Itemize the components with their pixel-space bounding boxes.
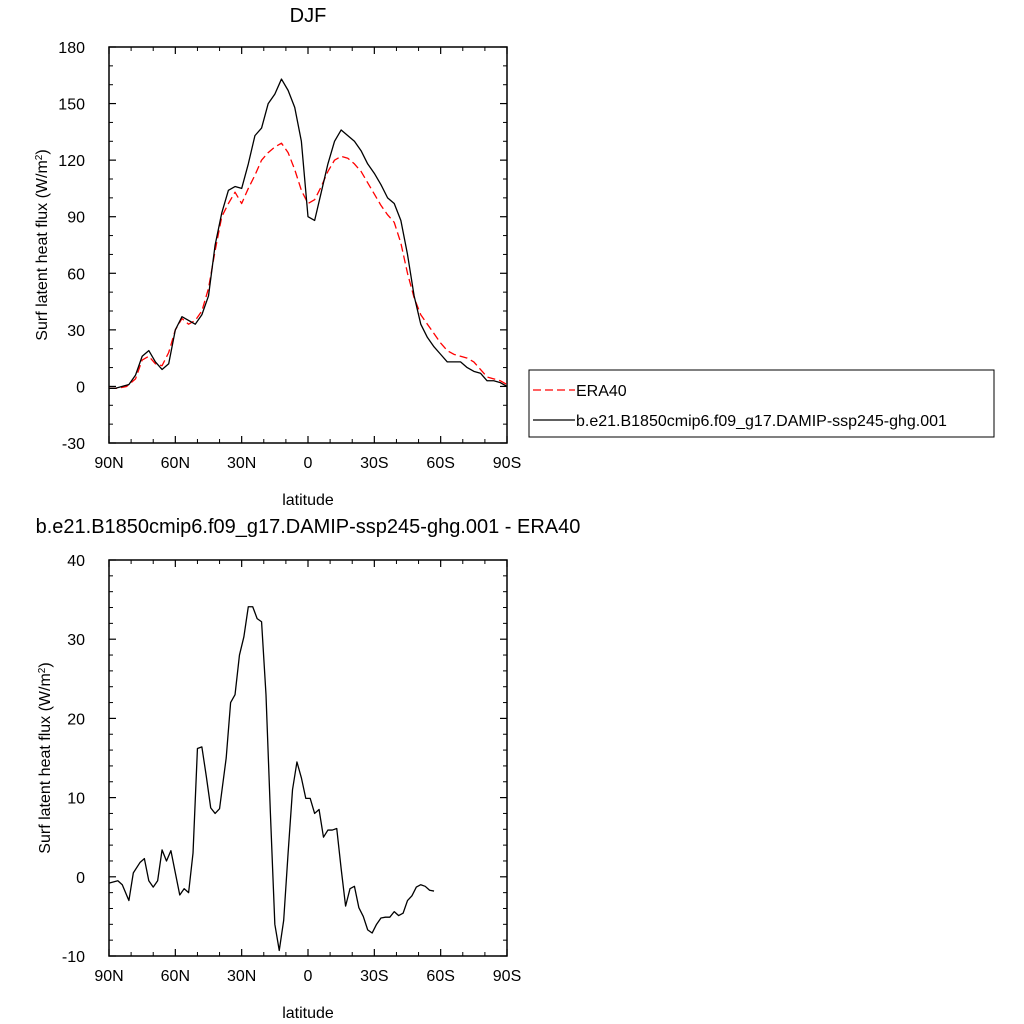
tick-marks xyxy=(108,559,508,957)
plot-frame xyxy=(108,559,508,957)
y-tick-label: -30 xyxy=(62,436,85,453)
x-tick-label: 60N xyxy=(161,968,190,985)
y-tick-label: 180 xyxy=(58,40,85,57)
series-lines xyxy=(109,78,508,389)
x-axis-label: latitude xyxy=(282,1005,334,1022)
x-tick-label: 60S xyxy=(426,968,454,985)
legend-box xyxy=(528,369,995,438)
y-tick-label: 30 xyxy=(67,632,85,649)
y-tick-label: 90 xyxy=(67,210,85,227)
y-tick-label: 0 xyxy=(76,870,85,887)
x-tick-label: 30S xyxy=(360,968,388,985)
y-axis-label: Surf latent heat flux (W/m2) xyxy=(37,662,55,853)
x-tick-label: 60S xyxy=(426,455,454,472)
y-tick-label: 0 xyxy=(76,379,85,396)
y-tick-label: 10 xyxy=(67,791,85,808)
x-axis-label: latitude xyxy=(282,492,334,509)
bottom-panel: b.e21.B1850cmip6.f09_g17.DAMIP-ssp245-gh… xyxy=(36,516,581,1022)
series-lines xyxy=(108,606,435,952)
y-tick-label: 120 xyxy=(58,153,85,170)
x-tick-label: 0 xyxy=(304,968,313,985)
plot-frame xyxy=(108,46,508,444)
y-axis-label-main: Surf latent heat flux (W/m xyxy=(37,673,54,854)
y-axis-label-tail: ) xyxy=(34,149,51,154)
x-tick-label: 0 xyxy=(304,455,313,472)
y-tick-label: 60 xyxy=(67,266,85,283)
chart-title: DJF xyxy=(290,5,327,27)
y-tick-labels: -10 0 10 20 30 40 xyxy=(62,553,85,966)
y-tick-label: -10 xyxy=(62,949,85,966)
y-axis-label-tail: ) xyxy=(37,662,54,667)
y-tick-labels: -30 0 30 60 90 120 150 180 xyxy=(58,40,85,453)
x-tick-label: 90N xyxy=(94,455,123,472)
y-axis-label: Surf latent heat flux (W/m2) xyxy=(34,149,52,340)
x-tick-label: 60N xyxy=(161,455,190,472)
y-tick-label: 40 xyxy=(67,553,85,570)
y-axis-label-sup: 2 xyxy=(37,667,48,673)
x-tick-label: 90S xyxy=(493,968,521,985)
y-axis-label-sup: 2 xyxy=(34,154,45,160)
y-tick-label: 150 xyxy=(58,97,85,114)
legend-label-era40: ERA40 xyxy=(576,383,627,400)
series-line-era40 xyxy=(109,142,508,389)
y-axis-label-main: Surf latent heat flux (W/m xyxy=(34,160,51,341)
x-tick-label: 90N xyxy=(94,968,123,985)
series-line-difference xyxy=(108,606,435,952)
legend: ERA40 b.e21.B1850cmip6.f09_g17.DAMIP-ssp… xyxy=(528,369,995,438)
x-tick-label: 30N xyxy=(227,455,256,472)
x-tick-labels: 90N 60N 30N 0 30S 60S 90S xyxy=(94,968,521,985)
series-line-model xyxy=(109,78,508,389)
x-tick-labels: 90N 60N 30N 0 30S 60S 90S xyxy=(94,455,521,472)
x-tick-label: 30N xyxy=(227,968,256,985)
tick-marks xyxy=(108,46,508,444)
difference-chart-title: b.e21.B1850cmip6.f09_g17.DAMIP-ssp245-gh… xyxy=(36,516,581,538)
y-tick-label: 30 xyxy=(67,323,85,340)
y-tick-label: 20 xyxy=(67,711,85,728)
x-tick-label: 90S xyxy=(493,455,521,472)
x-tick-label: 30S xyxy=(360,455,388,472)
legend-label-model: b.e21.B1850cmip6.f09_g17.DAMIP-ssp245-gh… xyxy=(576,413,947,430)
top-panel: DJF -30 0 30 60 90 120 150 180 90N 60N 30N 0 30S 60S… xyxy=(34,5,995,509)
